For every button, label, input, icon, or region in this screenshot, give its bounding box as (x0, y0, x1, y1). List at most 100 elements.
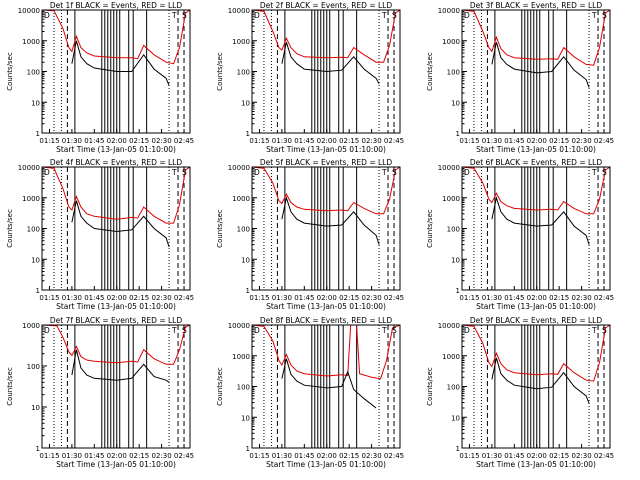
x-tick-label: 02:15 (549, 137, 569, 145)
x-tick-label: 02:45 (384, 137, 404, 145)
y-tick-label: 100 (447, 384, 460, 392)
x-tick-label: 02:00 (107, 452, 127, 460)
panel-title: Det 2f BLACK = Events, RED = LLD (260, 1, 393, 10)
y-axis-label: Counts/sec (6, 209, 14, 248)
y-tick-label: 10 (241, 99, 250, 107)
y-tick-label: 100 (27, 69, 40, 77)
x-tick-label: 02:45 (384, 294, 404, 302)
x-tick-label: 02:45 (174, 452, 194, 460)
plot-frame (41, 166, 191, 291)
corner-label-s: S (392, 326, 397, 335)
y-axis-label: Counts/sec (216, 367, 224, 406)
y-tick-label: 1 (456, 287, 460, 295)
events-series-line (71, 349, 170, 383)
y-tick-label: 10000 (18, 7, 40, 15)
y-tick-label: 100 (237, 384, 250, 392)
panel-title: Det 1f BLACK = Events, RED = LLD (50, 1, 183, 10)
x-tick-label: 02:00 (107, 137, 127, 145)
y-tick-label: 10000 (228, 7, 250, 15)
x-tick-label: 01:45 (504, 294, 524, 302)
y-tick-label: 10000 (438, 7, 460, 15)
panel-title: Det 7f BLACK = Events, RED = LLD (50, 316, 183, 325)
y-tick-label: 1 (246, 287, 250, 295)
corner-label-t: T (381, 168, 387, 177)
panel-title: Det 4f BLACK = Events, RED = LLD (50, 158, 183, 167)
y-tick-label: 1000 (22, 322, 40, 330)
x-tick-label: 02:15 (339, 294, 359, 302)
panel-title: Det 8f BLACK = Events, RED = LLD (260, 316, 393, 325)
y-tick-label: 100 (237, 226, 250, 234)
corner-label-s: S (392, 168, 397, 177)
y-tick-label: 1000 (22, 38, 40, 46)
x-tick-label: 02:30 (362, 294, 382, 302)
x-tick-label: 02:15 (129, 294, 149, 302)
x-tick-label: 01:45 (504, 137, 524, 145)
corner-label-t: T (591, 168, 597, 177)
lld-series-line (41, 166, 191, 224)
y-tick-label: 10000 (18, 164, 40, 172)
x-tick-label: 02:30 (572, 452, 592, 460)
lld-series-line (461, 166, 611, 215)
x-tick-label: 02:15 (129, 452, 149, 460)
x-tick-label: 01:45 (504, 452, 524, 460)
events-series-line (71, 40, 170, 86)
x-tick-label: 02:30 (572, 137, 592, 145)
corner-label-t: T (171, 326, 177, 335)
x-tick-label: 02:30 (572, 294, 592, 302)
panel-det-8: 1 10 100 1000 10000 01:15 01:30 01:45 02:00 02:15… (216, 316, 404, 469)
plot-frame (461, 9, 611, 134)
x-tick-label: 01:45 (84, 452, 104, 460)
y-axis-label: Counts/sec (6, 52, 14, 91)
x-tick-label: 01:30 (482, 452, 502, 460)
x-axis-label: Start Time (13-Jan-05 01:10:00) (266, 302, 386, 311)
x-tick-label: 02:15 (549, 452, 569, 460)
y-tick-label: 10 (241, 414, 250, 422)
panel-title: Det 9f BLACK = Events, RED = LLD (470, 316, 603, 325)
x-tick-label: 01:30 (62, 452, 82, 460)
x-axis-label: Start Time (13-Jan-05 01:10:00) (56, 460, 176, 469)
x-tick-label: 02:30 (152, 452, 172, 460)
x-tick-label: 02:15 (129, 137, 149, 145)
y-tick-label: 1000 (442, 195, 460, 203)
lld-series-line (251, 9, 401, 63)
panel-det-6: 1 10 100 1000 10000 01:15 01:30 01:45 02:00 02:15… (426, 158, 614, 311)
y-tick-label: 1 (456, 130, 460, 138)
y-tick-label: 10 (31, 256, 40, 264)
panel-det-5: 1 10 100 1000 10000 01:15 01:30 01:45 02:00 02:15… (216, 158, 404, 311)
plot-frame (41, 324, 191, 449)
x-tick-label: 01:15 (459, 137, 479, 145)
x-tick-label: 02:00 (527, 452, 547, 460)
x-tick-label: 01:15 (459, 452, 479, 460)
panel-title: Det 6f BLACK = Events, RED = LLD (470, 158, 603, 167)
y-axis-label: Counts/sec (6, 367, 14, 406)
corner-label-d: D (44, 168, 50, 177)
x-tick-label: 02:30 (152, 294, 172, 302)
events-series-line (281, 358, 377, 409)
y-tick-label: 1 (456, 445, 460, 453)
events-series-line (71, 200, 170, 248)
corner-label-s: S (602, 11, 607, 20)
x-tick-label: 01:45 (294, 294, 314, 302)
x-tick-label: 01:45 (294, 137, 314, 145)
x-tick-label: 02:45 (174, 137, 194, 145)
events-series-line (281, 195, 380, 245)
y-tick-label: 1 (246, 445, 250, 453)
lld-series-line (461, 324, 611, 382)
corner-label-s: S (392, 11, 397, 20)
corner-label-d: D (254, 326, 260, 335)
x-tick-label: 01:15 (459, 294, 479, 302)
y-tick-label: 1000 (442, 353, 460, 361)
y-tick-label: 1000 (232, 353, 250, 361)
plot-frame (461, 324, 611, 449)
x-tick-label: 01:30 (482, 294, 502, 302)
x-tick-label: 01:30 (62, 294, 82, 302)
panel-det-7: 1 10 100 1000 01:15 01:30 01:45 02:00 02:15 02:30… (6, 316, 194, 469)
x-tick-label: 01:45 (294, 452, 314, 460)
x-tick-label: 01:30 (272, 137, 292, 145)
x-tick-label: 01:30 (62, 137, 82, 145)
x-axis-label: Start Time (13-Jan-05 01:10:00) (476, 302, 596, 311)
x-tick-label: 02:00 (107, 294, 127, 302)
x-axis-label: Start Time (13-Jan-05 01:10:00) (266, 460, 386, 469)
y-tick-label: 1 (36, 130, 40, 138)
